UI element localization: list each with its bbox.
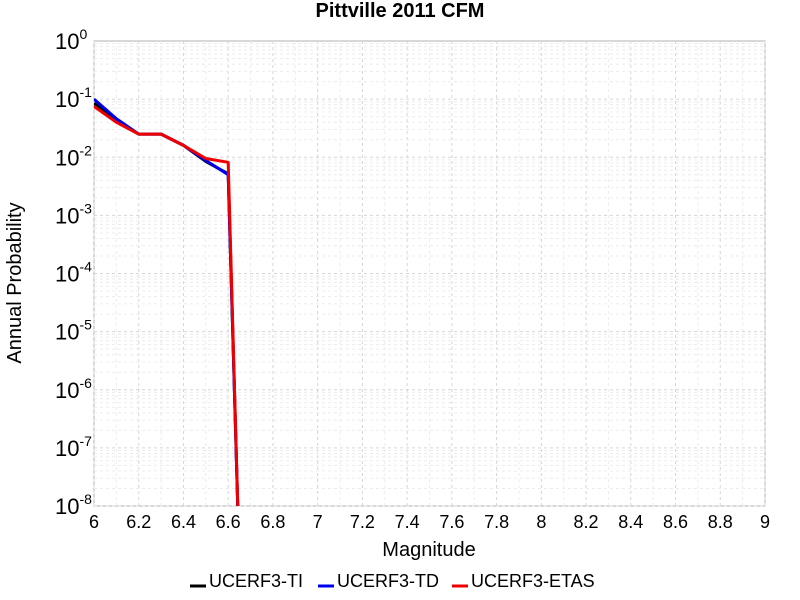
y-tick-label: 10-5 (55, 317, 92, 345)
x-tick-label: 8.2 (574, 512, 599, 532)
chart-title: Pittville 2011 CFM (316, 0, 485, 22)
y-tick-label: 10-7 (55, 433, 92, 461)
x-tick-labels: 6 6.2 6.4 6.6 6.8 7 7.2 7.4 7.6 7.8 8 8.2 8.4 8.6 8.8 9 (89, 512, 770, 532)
y-axis-label: Annual Probability (4, 202, 26, 363)
x-axis-label: Magnitude (382, 539, 475, 561)
y-tick-label: 10-2 (55, 142, 92, 170)
y-tick-label: 10-8 (55, 491, 92, 519)
y-tick-labels: 100 10-1 10-2 10-3 10-4 10-5 10-6 10-7 10-8 (55, 26, 92, 519)
x-tick-label: 7.4 (395, 512, 420, 532)
legend-label: UCERF3-TD (337, 571, 439, 591)
legend: UCERF3-TI UCERF3-TD UCERF3-ETAS (190, 571, 595, 591)
x-tick-label: 7 (313, 512, 323, 532)
grid (93, 41, 766, 507)
x-tick-label: 9 (760, 512, 770, 532)
x-tick-label: 8 (536, 512, 546, 532)
x-tick-label: 8.6 (663, 512, 688, 532)
x-tick-label: 7.8 (484, 512, 509, 532)
x-tick-label: 6.8 (260, 512, 285, 532)
legend-label: UCERF3-ETAS (471, 571, 595, 591)
x-tick-label: 8.8 (708, 512, 733, 532)
y-tick-label: 10-6 (55, 375, 92, 403)
series-line (94, 105, 240, 506)
y-tick-label: 10-4 (55, 259, 92, 287)
series-lines (94, 97, 240, 506)
x-tick-label: 6.6 (216, 512, 241, 532)
legend-label: UCERF3-TI (209, 571, 303, 591)
x-tick-label: 6.2 (126, 512, 151, 532)
y-tick-label: 100 (55, 26, 87, 54)
x-tick-label: 7.2 (350, 512, 375, 532)
x-tick-label: 6 (89, 512, 99, 532)
y-tick-label: 10-3 (55, 200, 92, 228)
x-tick-label: 6.4 (171, 512, 196, 532)
x-tick-label: 7.6 (439, 512, 464, 532)
x-tick-label: 8.4 (618, 512, 643, 532)
y-tick-label: 10-1 (55, 84, 92, 112)
